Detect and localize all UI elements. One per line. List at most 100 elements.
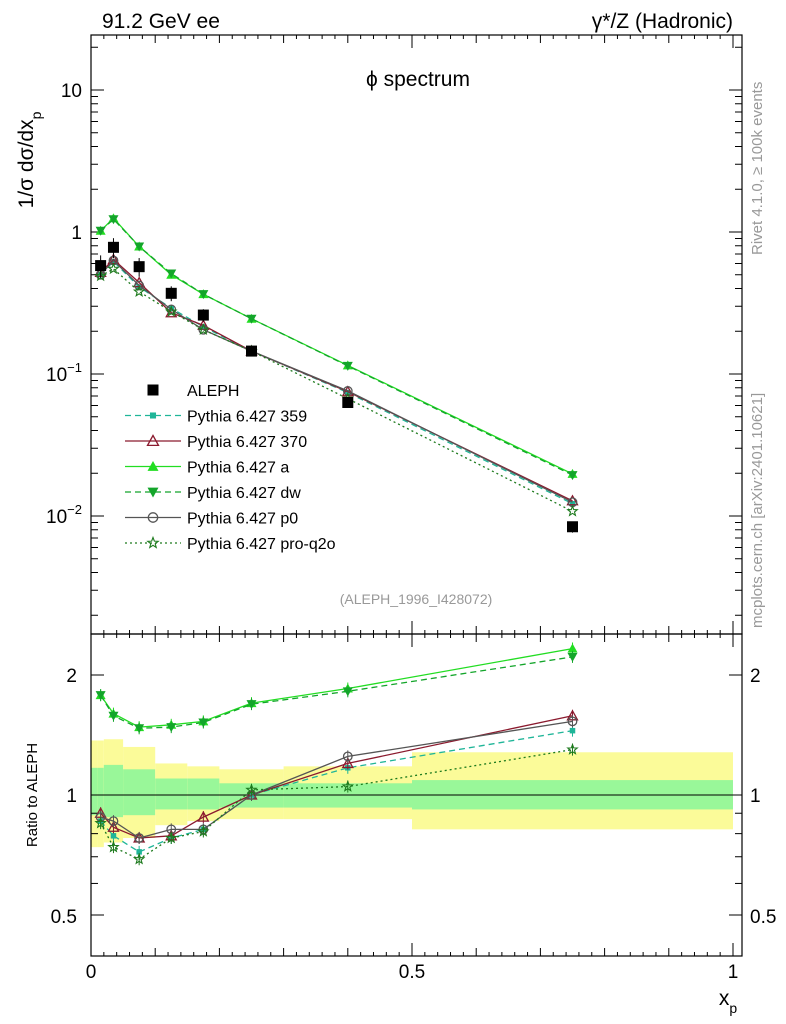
- legend-marker-pa: [147, 461, 159, 471]
- ratio-point-pq2o: [197, 824, 210, 837]
- ratio-line-pq2o: [100, 748, 573, 860]
- main-ytick-label: 10−1: [46, 360, 82, 386]
- ratio-point-p359: [110, 833, 117, 839]
- ratio-point-p359: [136, 849, 142, 855]
- ratio-point-pdw: [342, 687, 353, 697]
- ratio-point-p370: [197, 810, 210, 822]
- band-inner: [123, 769, 156, 816]
- point-pp0: [134, 280, 145, 291]
- ratio-point-p370: [107, 820, 120, 832]
- point-pdw: [108, 215, 119, 225]
- band-inner: [155, 778, 188, 810]
- ratio-ytick-label-right: 2: [750, 666, 761, 687]
- ratio-point-pp0: [108, 816, 119, 827]
- point-pdw: [342, 361, 353, 371]
- mcplots-label: mcplots.cern.ch [arXiv:2401.10621]: [749, 393, 766, 628]
- legend-label: Pythia 6.427 p0: [187, 511, 298, 528]
- ratio-ytick-label: 1: [66, 786, 77, 807]
- ratio-point-pdw: [108, 711, 119, 721]
- aleph-point: [95, 260, 107, 272]
- point-pdw: [198, 290, 209, 300]
- ratio-frame: [90, 633, 743, 957]
- ratio-point-pdw: [198, 718, 209, 728]
- legend-label: Pythia 6.427 pro-q2o: [187, 536, 336, 553]
- band-inner: [91, 767, 98, 816]
- legend-label: Pythia 6.427 359: [187, 409, 307, 426]
- band-inner: [97, 767, 104, 816]
- point-pq2o: [107, 262, 120, 275]
- legend-label: Pythia 6.427 a: [187, 460, 289, 477]
- series-line-pa: [100, 217, 573, 475]
- ratio-line-p359: [100, 730, 573, 853]
- point-pdw: [246, 314, 257, 324]
- legend-marker-p370: [146, 434, 160, 447]
- point-pq2o: [94, 269, 107, 282]
- ratio-point-pq2o: [107, 840, 120, 853]
- main-ytick-label: 10: [61, 81, 82, 102]
- point-pq2o: [197, 323, 210, 336]
- ratio-axis-ticks: [90, 634, 742, 956]
- ratio-ylabel: Ratio to ALEPH: [24, 743, 41, 847]
- ratio-point-pdw: [166, 723, 177, 733]
- band-inner: [103, 764, 124, 818]
- series-line-p359: [100, 260, 573, 505]
- aleph-point: [133, 261, 145, 273]
- ratio-point-pdw: [95, 691, 106, 701]
- point-pq2o: [164, 305, 178, 317]
- ratio-point-pdw: [567, 652, 578, 662]
- series-line-pq2o: [100, 268, 573, 512]
- point-pdw: [95, 226, 106, 236]
- main-series-group: [94, 213, 579, 517]
- x-axis-label: xp: [719, 987, 738, 1016]
- series-line-pp0: [100, 259, 573, 503]
- main-ytick-label: 10−2: [46, 502, 82, 528]
- xtick-label: 1: [728, 962, 739, 983]
- series-line-pdw: [100, 218, 573, 476]
- ratio-point-pp0: [134, 833, 145, 843]
- point-p359: [569, 500, 576, 507]
- point-p359: [200, 324, 207, 330]
- ratio-point-pq2o: [341, 779, 355, 792]
- ratio-ytick-label: 2: [66, 666, 77, 687]
- point-pq2o: [566, 504, 579, 517]
- ratio-point-pq2o: [132, 852, 146, 865]
- ratio-point-p359: [569, 727, 576, 734]
- legend-label: ALEPH: [187, 383, 239, 400]
- ratio-ytick-label-right: 1: [750, 786, 761, 807]
- main-title: ϕ spectrum: [366, 68, 470, 91]
- point-pdw: [134, 242, 145, 252]
- point-pq2o: [132, 285, 146, 297]
- ratio-point-pq2o: [94, 816, 107, 829]
- rivet-label: Rivet 4.1.0, ≥ 100k events: [749, 82, 766, 255]
- legend-marker-p359: [149, 412, 157, 419]
- xtick-labels: 0 0.5 1: [86, 962, 739, 983]
- ratio-point-pq2o: [245, 783, 258, 796]
- aleph-point: [165, 287, 177, 299]
- ratio-uncertainty-bands: [91, 739, 733, 848]
- ratio-point-pq2o: [566, 743, 579, 755]
- header-process: γ*/Z (Hadronic): [592, 10, 733, 33]
- ratio-line-pa: [100, 647, 573, 728]
- aleph-point: [107, 241, 119, 253]
- ratio-series-group: [94, 642, 579, 866]
- ratio-line-pdw: [100, 656, 573, 729]
- legend-marker-pp0: [147, 512, 159, 523]
- legend-label: Pythia 6.427 370: [187, 434, 307, 451]
- ratio-ytick-label-right: 0.5: [750, 907, 776, 928]
- legend-marker-pq2o: [146, 535, 160, 549]
- ratio-point-pp0: [567, 716, 578, 727]
- ratio-ytick-labels: 2 1 0.5 2 1 0.5: [51, 666, 777, 928]
- ratio-point-pdw: [246, 700, 257, 710]
- ratio-point-pp0: [342, 751, 353, 762]
- aleph-point: [567, 521, 578, 533]
- point-pdw: [567, 471, 578, 481]
- legend-marker-pdw: [147, 487, 159, 498]
- xtick-label: 0: [86, 962, 97, 983]
- ratio-point-pa: [567, 643, 578, 653]
- aleph-data-group: [95, 238, 578, 533]
- main-ytick-labels: 10 1 10−1 10−2: [46, 81, 82, 528]
- main-ytick-label: 1: [71, 223, 82, 244]
- ratio-line-pp0: [100, 720, 573, 839]
- legend-label: Pythia 6.427 dw: [187, 485, 301, 502]
